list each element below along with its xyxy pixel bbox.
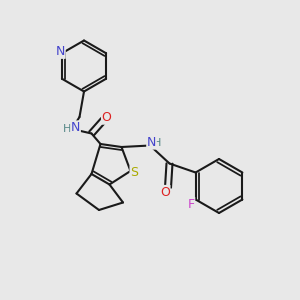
Text: H: H [153, 137, 162, 148]
Text: N: N [71, 121, 80, 134]
Text: N: N [56, 45, 65, 58]
Text: H: H [63, 124, 72, 134]
Text: F: F [188, 197, 195, 211]
Text: O: O [102, 111, 111, 124]
Text: S: S [130, 166, 138, 179]
Text: O: O [160, 185, 170, 199]
Text: N: N [147, 136, 156, 149]
